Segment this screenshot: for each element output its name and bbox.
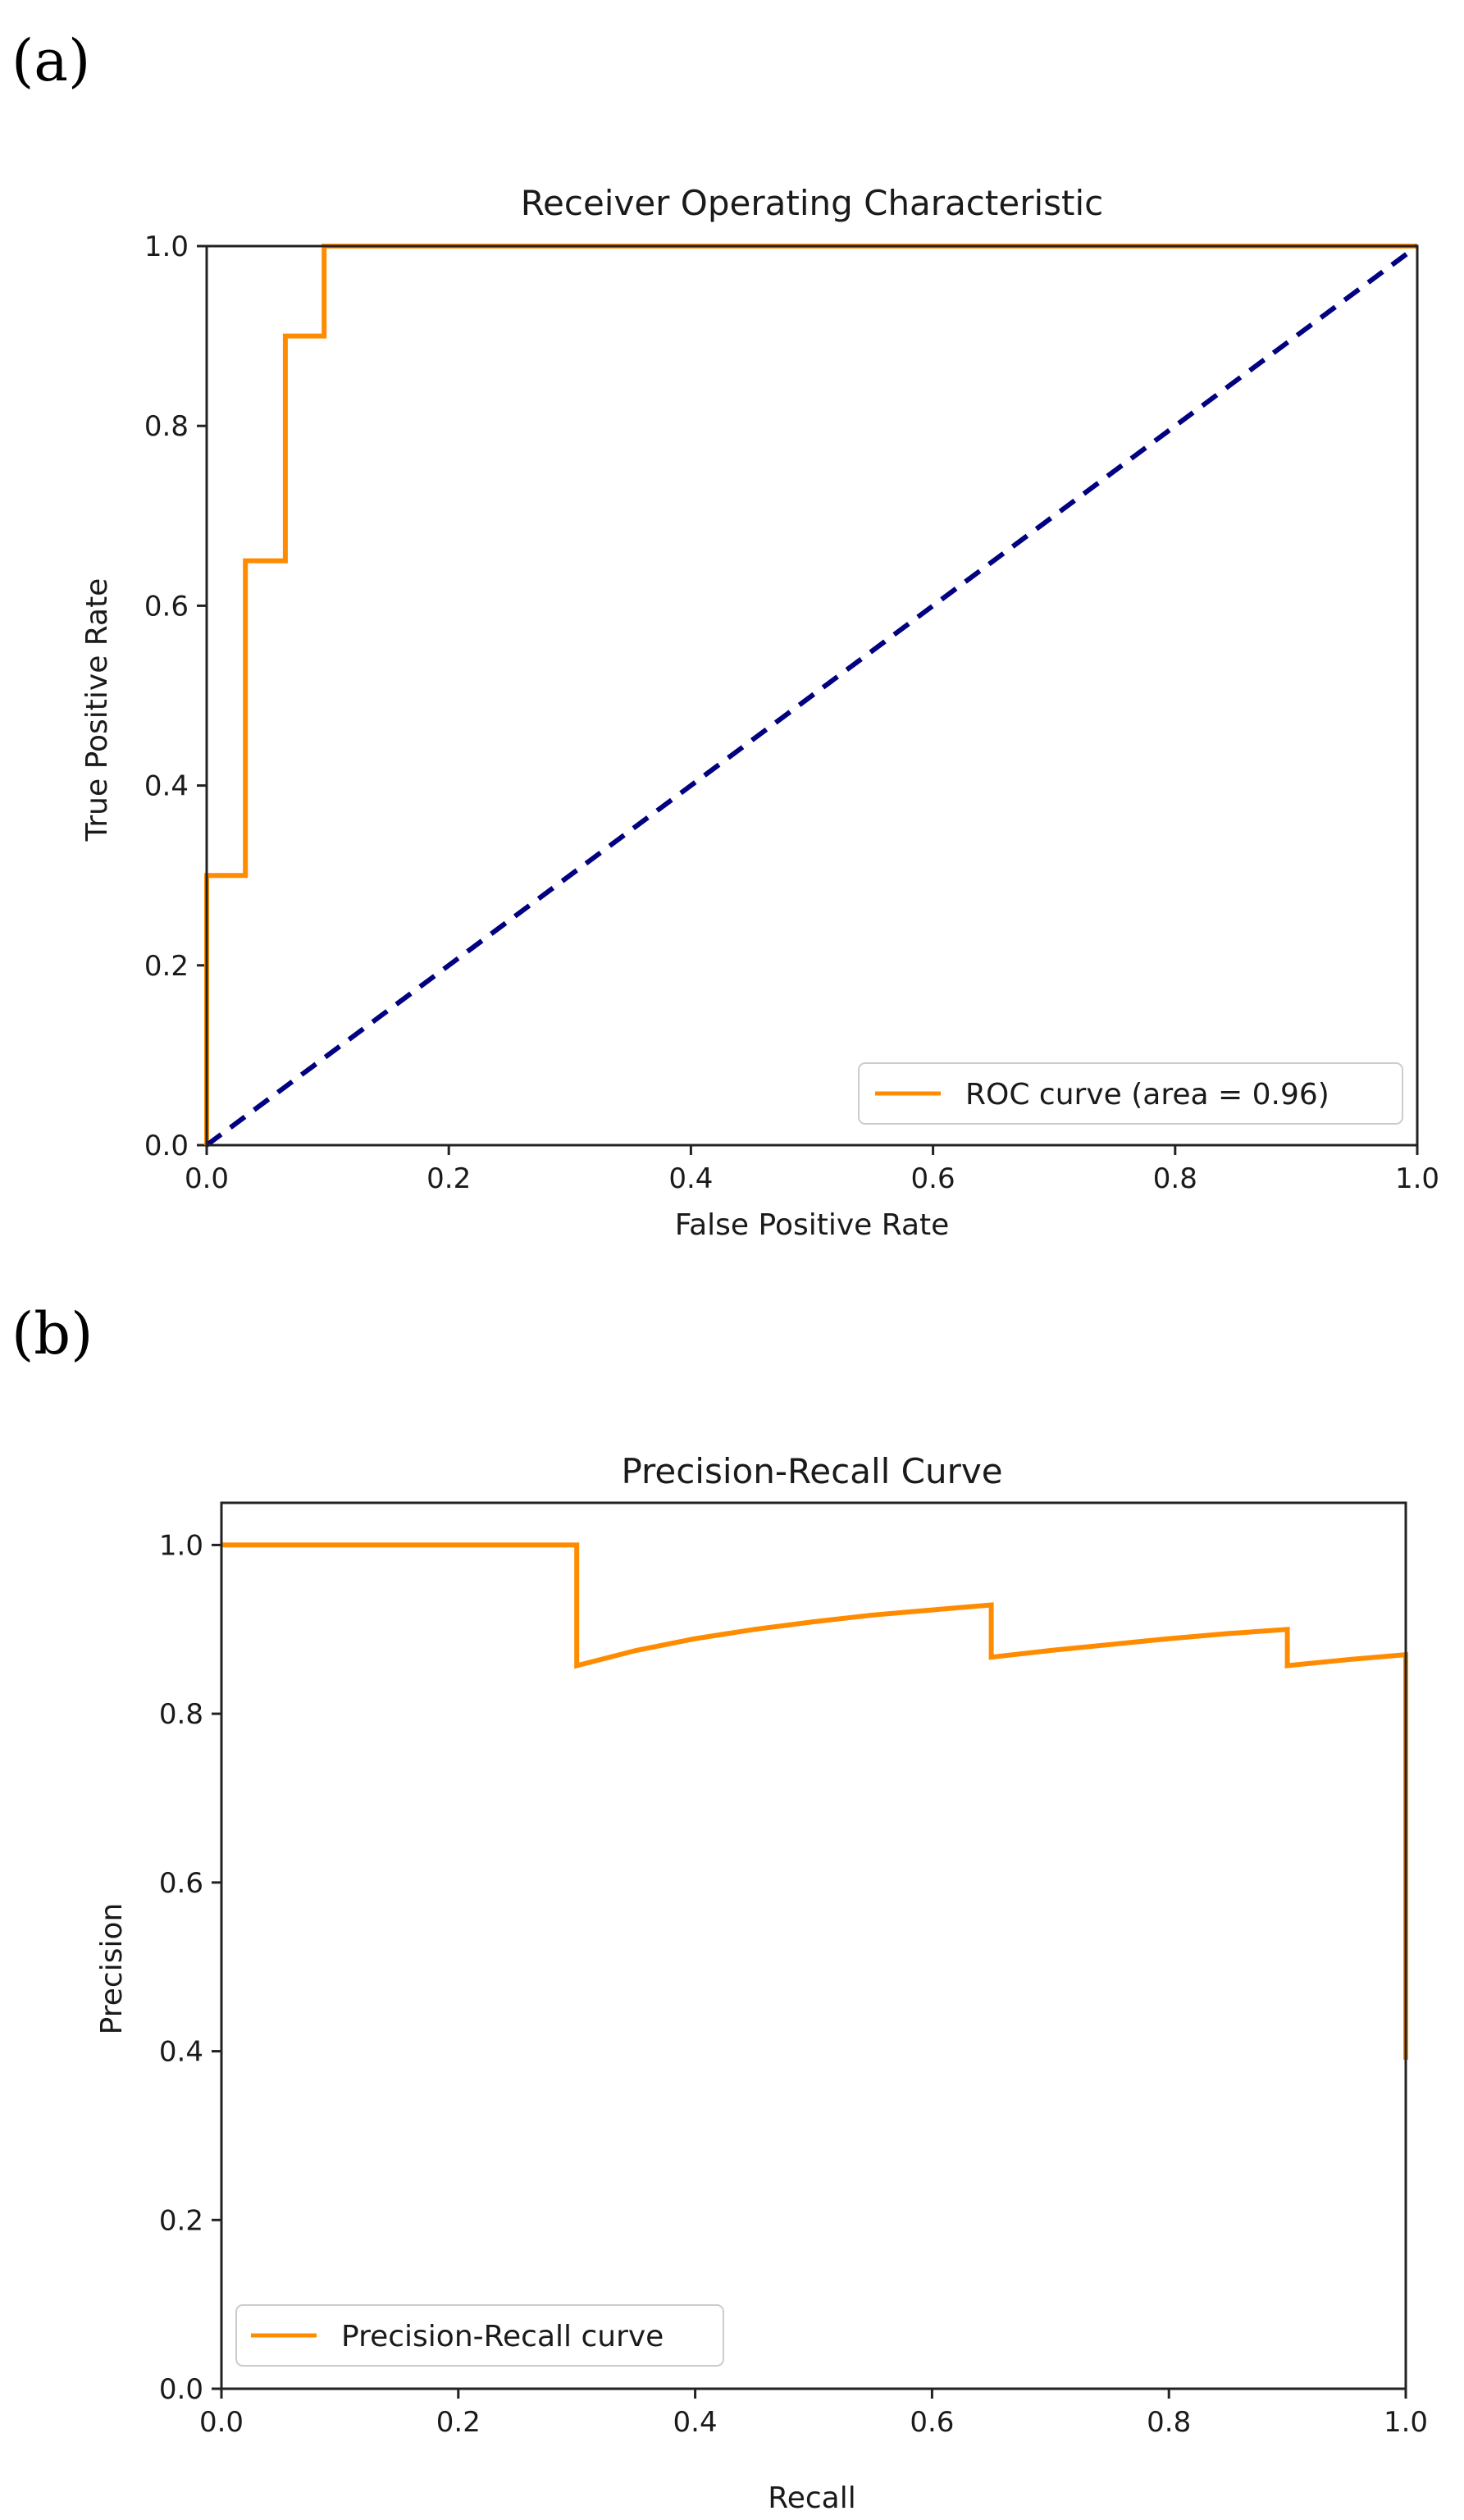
- roc-y-tick-label: 0.0: [144, 1130, 189, 1162]
- roc-legend: ROC curve (area = 0.96): [858, 1062, 1403, 1125]
- roc-y-tick-label: 0.6: [144, 590, 189, 623]
- roc-y-tick-label: 1.0: [144, 231, 189, 263]
- pr-y-tick-label: 0.0: [159, 2373, 203, 2406]
- pr-legend-label: Precision-Recall curve: [341, 2320, 664, 2353]
- roc-x-tick-label: 0.0: [185, 1162, 229, 1195]
- pr-y-axis-label: Precision: [95, 1903, 129, 2035]
- roc-chart-title: Receiver Operating Characteristic: [521, 183, 1104, 223]
- pr-y-tick-label: 0.8: [159, 1698, 203, 1731]
- roc-ticks: 0.0 0.2 0.4 0.6 0.8 1.0 0.0 0.2 0.4 0.6 0.8 1.0: [144, 231, 1439, 1195]
- pr-x-tick-label: 0.4: [673, 2406, 718, 2439]
- pr-axes-frame: [220, 1501, 1407, 2390]
- pr-x-tick-label: 0.0: [199, 2406, 244, 2439]
- roc-legend-box: [858, 1062, 1403, 1125]
- pr-chart: Precision-Recall Curve Recall Precision …: [95, 1451, 1428, 2515]
- roc-x-tick-label: 0.4: [668, 1162, 713, 1195]
- pr-y-tick-label: 1.0: [159, 1529, 203, 1562]
- pr-legend: Precision-Recall curve: [235, 2304, 724, 2367]
- roc-x-tick-label: 1.0: [1395, 1162, 1439, 1195]
- roc-y-tick-label: 0.4: [144, 770, 189, 803]
- roc-x-tick-label: 0.6: [911, 1162, 955, 1195]
- roc-diagonal-reference-line: [205, 244, 1419, 1148]
- roc-y-tick-label: 0.8: [144, 410, 189, 443]
- roc-x-tick-label: 0.8: [1153, 1162, 1197, 1195]
- pr-x-tick-label: 1.0: [1384, 2406, 1428, 2439]
- pr-x-tick-label: 0.8: [1147, 2406, 1191, 2439]
- pr-series-line: [221, 1542, 1408, 2060]
- roc-x-axis-label: False Positive Rate: [675, 1208, 950, 1242]
- roc-chart: Receiver Operating Characteristic False …: [80, 183, 1439, 1242]
- roc-plot-area: [204, 244, 1419, 1148]
- pr-y-tick-label: 0.6: [159, 1867, 203, 1900]
- pr-x-tick-label: 0.2: [436, 2406, 481, 2439]
- roc-axes-frame: [205, 244, 1419, 1147]
- roc-y-tick-label: 0.2: [144, 950, 189, 983]
- pr-y-tick-label: 0.2: [159, 2204, 203, 2237]
- panel-label-a: (a): [11, 27, 90, 94]
- roc-series-line: [204, 244, 1417, 1145]
- roc-y-axis-label: True Positive Rate: [80, 578, 114, 842]
- pr-x-tick-label: 0.6: [910, 2406, 954, 2439]
- panel-label-b: (b): [11, 1300, 93, 1367]
- roc-x-tick-label: 0.2: [426, 1162, 471, 1195]
- pr-chart-title: Precision-Recall Curve: [621, 1451, 1002, 1491]
- pr-y-tick-label: 0.4: [159, 2036, 203, 2069]
- pr-x-axis-label: Recall: [768, 2481, 855, 2515]
- pr-legend-box: [235, 2304, 724, 2367]
- pr-plot-area: [221, 1542, 1408, 2060]
- pr-ticks: 0.0 0.2 0.4 0.6 0.8 1.0 0.0 0.2 0.4 0.6 0.8 1.0: [159, 1529, 1428, 2439]
- roc-legend-label: ROC curve (area = 0.96): [965, 1078, 1329, 1112]
